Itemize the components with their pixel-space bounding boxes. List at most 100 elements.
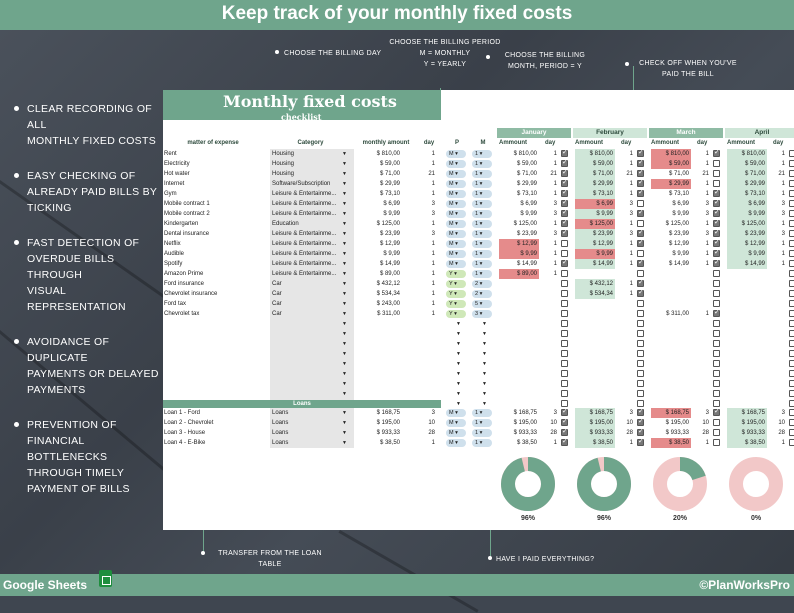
month-arrow-icon[interactable]: ▼	[482, 371, 487, 377]
paid-checkbox[interactable]	[789, 150, 794, 157]
month-select[interactable]: 1 ▾	[472, 220, 492, 228]
paid-checkbox[interactable]	[561, 360, 568, 367]
paid-checkbox[interactable]	[713, 248, 720, 257]
paid-checkbox[interactable]	[713, 439, 720, 446]
period-select[interactable]: M ▾	[446, 180, 466, 188]
paid-checkbox[interactable]	[713, 419, 720, 426]
paid-checkbox[interactable]	[637, 220, 644, 227]
dropdown-arrow-icon[interactable]: ▼	[342, 251, 347, 257]
category-select[interactable]	[270, 379, 354, 389]
period-select[interactable]: M ▾	[446, 160, 466, 168]
paid-checkbox[interactable]	[713, 370, 720, 377]
paid-checkbox[interactable]	[637, 417, 644, 426]
paid-checkbox[interactable]	[561, 258, 568, 267]
paid-checkbox[interactable]	[637, 400, 644, 407]
category-select[interactable]: Car	[270, 279, 354, 289]
dropdown-arrow-icon[interactable]: ▼	[342, 211, 347, 217]
month-select[interactable]: 1 ▾	[472, 160, 492, 168]
paid-checkbox[interactable]	[789, 220, 794, 227]
dropdown-arrow-icon[interactable]: ▼	[342, 271, 347, 277]
paid-checkbox[interactable]	[561, 148, 568, 157]
category-select[interactable]: Leisure & Entertainme...	[270, 249, 354, 259]
dropdown-arrow-icon[interactable]: ▼	[342, 420, 347, 426]
paid-checkbox[interactable]	[561, 300, 568, 307]
paid-checkbox[interactable]	[713, 180, 720, 187]
period-select[interactable]: M ▾	[446, 250, 466, 258]
category-select[interactable]	[270, 359, 354, 369]
period-select[interactable]: M ▾	[446, 210, 466, 218]
paid-checkbox[interactable]	[637, 200, 644, 207]
month-arrow-icon[interactable]: ▼	[482, 341, 487, 347]
period-select[interactable]: M ▾	[446, 220, 466, 228]
paid-checkbox[interactable]	[637, 168, 644, 177]
category-select[interactable]: Loans	[270, 438, 354, 448]
paid-checkbox[interactable]	[637, 148, 644, 157]
month-select[interactable]: 1 ▾	[472, 190, 492, 198]
paid-checkbox[interactable]	[789, 409, 794, 416]
paid-checkbox[interactable]	[561, 280, 568, 287]
paid-checkbox[interactable]	[637, 437, 644, 446]
paid-checkbox[interactable]	[789, 290, 794, 297]
paid-checkbox[interactable]	[561, 188, 568, 197]
category-select[interactable]: Housing	[270, 169, 354, 179]
paid-checkbox[interactable]	[637, 258, 644, 267]
dropdown-arrow-icon[interactable]: ▼	[342, 410, 347, 416]
category-select[interactable]: Loans	[270, 428, 354, 438]
paid-checkbox[interactable]	[789, 340, 794, 347]
paid-checkbox[interactable]	[789, 190, 794, 197]
period-select[interactable]: Y ▾	[446, 270, 466, 278]
paid-checkbox[interactable]	[789, 270, 794, 277]
dropdown-arrow-icon[interactable]: ▼	[342, 261, 347, 267]
paid-checkbox[interactable]	[713, 290, 720, 297]
dropdown-arrow-icon[interactable]: ▼	[342, 361, 347, 367]
month-arrow-icon[interactable]: ▼	[482, 331, 487, 337]
month-select[interactable]: 1 ▾	[472, 180, 492, 188]
dropdown-arrow-icon[interactable]: ▼	[342, 381, 347, 387]
paid-checkbox[interactable]	[561, 250, 568, 257]
paid-checkbox[interactable]	[637, 350, 644, 357]
dropdown-arrow-icon[interactable]: ▼	[342, 291, 347, 297]
paid-checkbox[interactable]	[713, 308, 720, 317]
paid-checkbox[interactable]	[789, 240, 794, 247]
paid-checkbox[interactable]	[637, 158, 644, 167]
dropdown-arrow-icon[interactable]: ▼	[342, 311, 347, 317]
dropdown-arrow-icon[interactable]: ▼	[342, 151, 347, 157]
paid-checkbox[interactable]	[637, 278, 644, 287]
category-select[interactable]	[270, 349, 354, 359]
month-select[interactable]: 1 ▾	[472, 429, 492, 437]
paid-checkbox[interactable]	[789, 390, 794, 397]
paid-checkbox[interactable]	[789, 260, 794, 267]
category-select[interactable]: Leisure & Entertainme...	[270, 189, 354, 199]
paid-checkbox[interactable]	[789, 429, 794, 436]
paid-checkbox[interactable]	[637, 360, 644, 367]
paid-checkbox[interactable]	[789, 439, 794, 446]
paid-checkbox[interactable]	[713, 340, 720, 347]
paid-checkbox[interactable]	[637, 310, 644, 317]
month-arrow-icon[interactable]: ▼	[482, 361, 487, 367]
period-select[interactable]: Y ▾	[446, 300, 466, 308]
paid-checkbox[interactable]	[713, 160, 720, 167]
category-select[interactable]: Loans	[270, 418, 354, 428]
paid-checkbox[interactable]	[561, 330, 568, 337]
dropdown-arrow-icon[interactable]: ▼	[342, 430, 347, 436]
paid-checkbox[interactable]	[789, 160, 794, 167]
period-arrow-icon[interactable]: ▼	[456, 351, 461, 357]
category-select[interactable]: Loans	[270, 408, 354, 418]
category-select[interactable]	[270, 339, 354, 349]
paid-checkbox[interactable]	[789, 330, 794, 337]
paid-checkbox[interactable]	[561, 400, 568, 407]
category-select[interactable]: Education	[270, 219, 354, 229]
month-select[interactable]: 1 ▾	[472, 150, 492, 158]
paid-checkbox[interactable]	[637, 250, 644, 257]
paid-checkbox[interactable]	[561, 380, 568, 387]
paid-checkbox[interactable]	[789, 380, 794, 387]
month-select[interactable]: 1 ▾	[472, 270, 492, 278]
period-select[interactable]: M ▾	[446, 439, 466, 447]
paid-checkbox[interactable]	[713, 218, 720, 227]
paid-checkbox[interactable]	[561, 320, 568, 327]
dropdown-arrow-icon[interactable]: ▼	[342, 181, 347, 187]
paid-checkbox[interactable]	[713, 400, 720, 407]
paid-checkbox[interactable]	[561, 208, 568, 217]
category-select[interactable]: Leisure & Entertainme...	[270, 239, 354, 249]
period-select[interactable]: Y ▾	[446, 280, 466, 288]
